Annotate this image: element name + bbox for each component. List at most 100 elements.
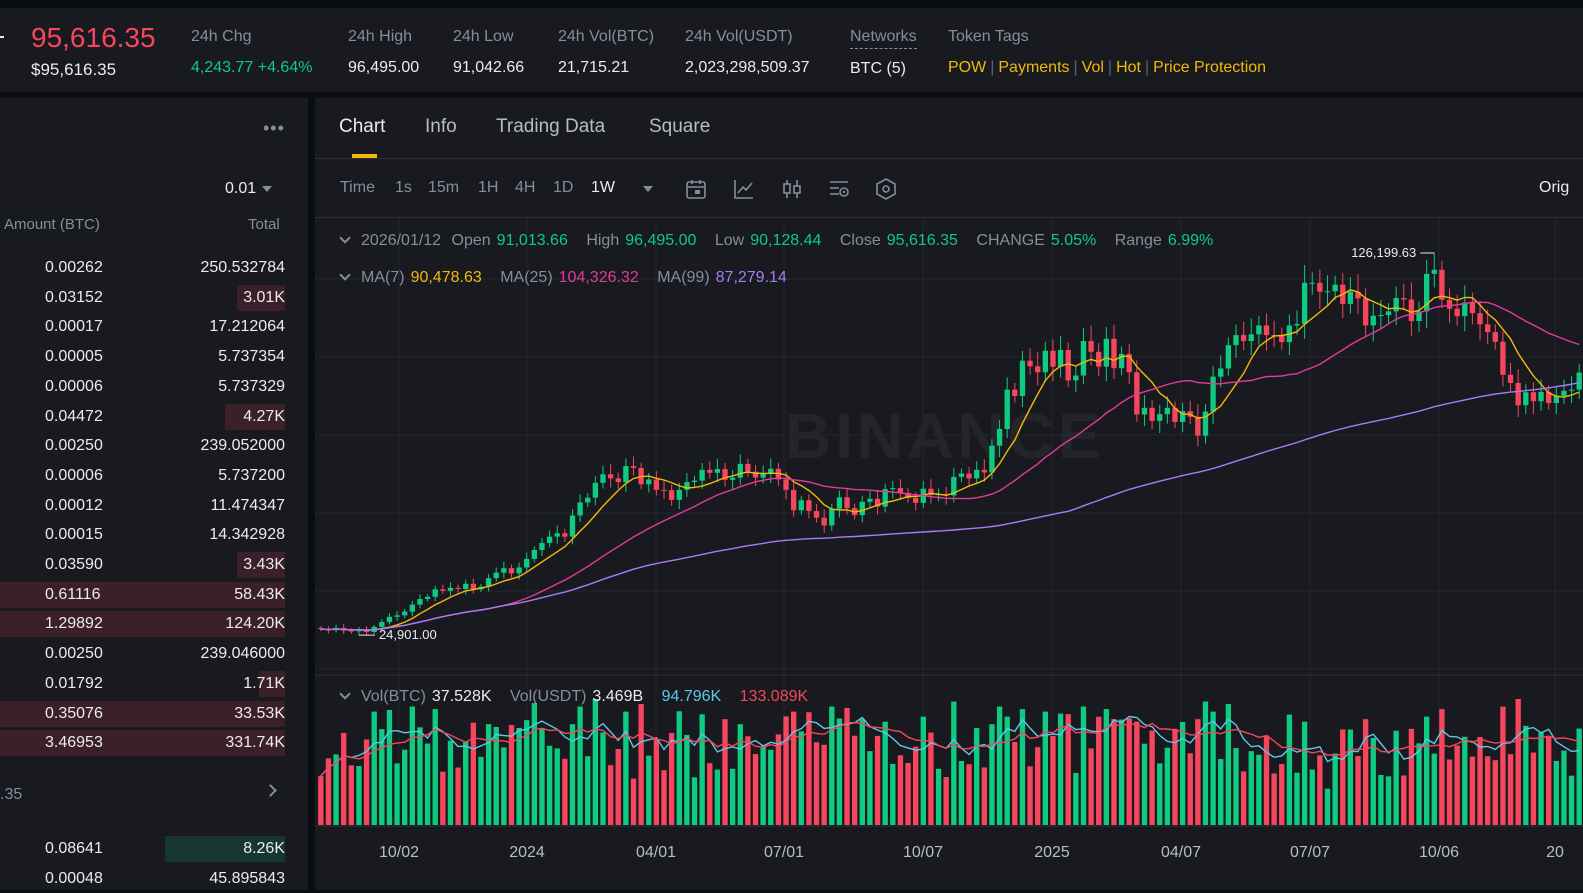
mid-price[interactable]: .35 — [0, 786, 23, 803]
ask-row[interactable]: 0.00005 5.737354 — [0, 342, 285, 371]
candle-body — [1202, 411, 1209, 436]
tag-link[interactable]: Payments — [998, 59, 1070, 76]
networks-label[interactable]: Networks — [850, 28, 917, 49]
candle-body — [905, 492, 911, 499]
kline-svg[interactable]: 126,199.63 24,901.00 10/02 2024 04/01 07/01 10… — [315, 219, 1583, 890]
kline-chart[interactable]: BINANCE 126,199.63 24,901.00 10/02 2024 04/0… — [315, 219, 1583, 890]
tab-trading-data[interactable]: Trading Data — [496, 116, 606, 137]
timeframe-1h[interactable]: 1H — [478, 179, 499, 196]
ask-row[interactable]: 0.00006 5.737329 — [0, 372, 285, 401]
collapse-icon[interactable] — [339, 688, 351, 700]
candle-body — [928, 488, 934, 496]
depth-bar — [237, 284, 285, 311]
ma-legend: MA(7) 90,478.63 MA(25) 104,326.32 MA(99) 87… — [339, 269, 801, 287]
more-icon[interactable]: ••• — [263, 118, 285, 138]
candlestick-icon[interactable] — [780, 177, 804, 201]
candle-body — [867, 498, 873, 502]
ask-row[interactable]: 0.01792 1.71K — [0, 669, 285, 698]
tag-link[interactable]: POW — [948, 59, 987, 76]
candle-body — [1439, 269, 1445, 300]
stat-24h-vol-btc: 24h Vol(BTC) 21,715.21 — [558, 28, 654, 77]
ask-row[interactable]: 0.04472 4.27K — [0, 402, 285, 431]
candle-body — [615, 478, 621, 483]
candle-body — [318, 627, 324, 630]
indicator-settings-icon[interactable] — [827, 177, 851, 201]
candle-body — [607, 474, 614, 479]
volume-bar — [1103, 709, 1110, 825]
candle-body — [1576, 372, 1582, 390]
ask-row[interactable]: 0.00006 5.737200 — [0, 461, 285, 490]
candle-body — [569, 515, 576, 537]
ask-row[interactable]: 3.46953 331.74K — [0, 728, 285, 757]
ask-row[interactable]: 0.00250 239.046000 — [0, 639, 285, 668]
volume-ma-b-line — [320, 721, 1580, 777]
candle-body — [1454, 308, 1460, 317]
ask-row[interactable]: 0.35076 33.53K — [0, 699, 285, 728]
volume-bar — [1027, 766, 1033, 825]
candle-body — [729, 477, 736, 480]
timeframe-time[interactable]: Time — [340, 179, 375, 196]
timeframe-1s[interactable]: 1s — [395, 179, 412, 196]
ask-row[interactable]: 0.03590 3.43K — [0, 550, 285, 579]
candle-body — [874, 498, 881, 507]
view-original-button[interactable]: Orig — [1539, 179, 1570, 196]
ma7-value: 90,478.63 — [410, 269, 482, 286]
collapse-icon[interactable] — [339, 269, 351, 281]
ask-row[interactable]: 0.00262 250.532784 — [0, 253, 285, 282]
candle-body — [1546, 391, 1552, 404]
line-chart-icon[interactable] — [732, 177, 756, 201]
tab-chart[interactable]: Chart — [339, 116, 386, 137]
volume-bar — [882, 721, 888, 825]
timeframe-4h[interactable]: 4H — [515, 179, 536, 196]
chevron-right-icon[interactable] — [264, 784, 277, 797]
range-label: Range — [1114, 232, 1162, 249]
volume-bar — [966, 764, 972, 825]
candle-body — [752, 471, 759, 478]
bid-row[interactable]: 0.00048 45.895843 — [0, 864, 285, 893]
candle-body — [516, 567, 522, 574]
precision-select[interactable]: 0.01 — [225, 180, 273, 198]
volume-bar — [318, 776, 324, 825]
ask-amount: 3.46953 — [45, 734, 103, 752]
volume-bar — [676, 711, 682, 825]
candle-body — [699, 469, 705, 481]
candle-body — [1149, 407, 1155, 421]
candle-body — [1126, 354, 1132, 373]
tag-link[interactable]: Vol — [1081, 59, 1104, 76]
collapse-icon[interactable] — [339, 232, 351, 244]
tag-link[interactable]: Hot — [1116, 59, 1141, 76]
ask-row[interactable]: 0.61116 58.43K — [0, 580, 285, 609]
ask-row[interactable]: 0.00017 17.212064 — [0, 312, 285, 341]
ask-row[interactable]: 0.00250 239.052000 — [0, 431, 285, 460]
ask-row[interactable]: 0.00015 14.342928 — [0, 520, 285, 549]
volume-bar — [1507, 754, 1514, 825]
tab-info[interactable]: Info — [425, 116, 457, 137]
timeframe-1d[interactable]: 1D — [553, 179, 574, 196]
candle-body — [356, 629, 362, 632]
volume-bar — [935, 768, 942, 825]
volume-bar — [806, 712, 812, 825]
stat-24h-vol-usdt: 24h Vol(USDT) 2,023,298,509.37 — [685, 28, 810, 77]
stat-networks[interactable]: Networks BTC (5) — [850, 28, 917, 78]
volume-bar — [768, 749, 774, 825]
candle-body — [363, 629, 370, 633]
candle-body — [829, 508, 835, 526]
ask-row[interactable]: 0.03152 3.01K — [0, 283, 285, 312]
timeframe-more-icon[interactable] — [643, 186, 653, 192]
calendar-icon[interactable] — [684, 177, 708, 201]
ask-row[interactable]: 0.00012 11.474347 — [0, 491, 285, 520]
volume-bar — [1477, 737, 1483, 825]
timeframe-1w[interactable]: 1W — [591, 179, 615, 196]
candle-body — [1393, 297, 1399, 312]
volume-bar — [531, 703, 538, 825]
hexagon-settings-icon[interactable] — [874, 177, 898, 201]
tag-link[interactable]: Price Protection — [1153, 59, 1267, 76]
timeframe-15m[interactable]: 15m — [428, 179, 460, 196]
ask-row[interactable]: 1.29892 124.20K — [0, 609, 285, 638]
candle-body — [1012, 389, 1018, 396]
bid-row[interactable]: 0.08641 8.26K — [0, 834, 285, 863]
tab-square[interactable]: Square — [649, 116, 711, 137]
volume-bar — [1523, 725, 1529, 825]
candle-body — [386, 616, 393, 623]
ask-total: 33.53K — [234, 704, 285, 722]
